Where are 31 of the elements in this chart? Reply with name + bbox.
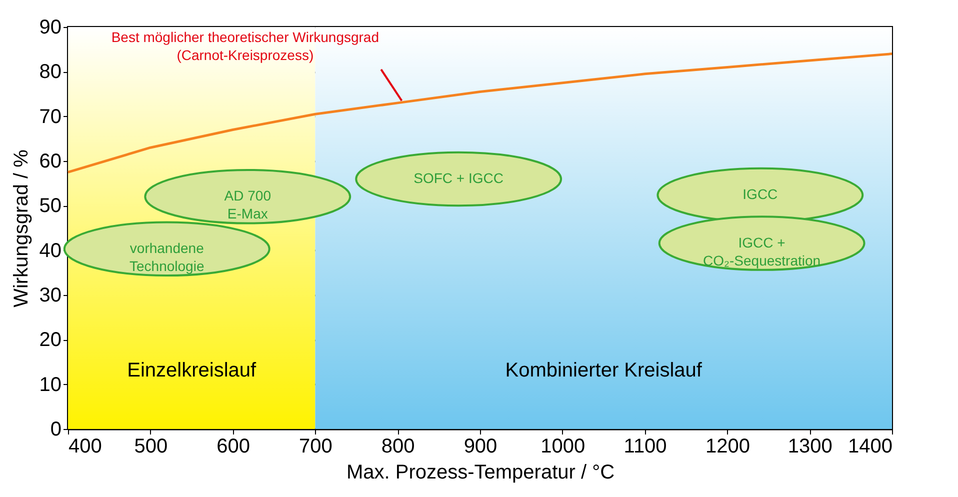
annotation: IGCC + CO₂-Sequestration bbox=[703, 234, 821, 268]
y-tick-label: 50 bbox=[39, 195, 62, 218]
x-tick-label: 1100 bbox=[624, 436, 667, 458]
band-label: Kombinierter Kreislauf bbox=[505, 360, 702, 382]
y-tick-label: 60 bbox=[39, 150, 62, 172]
x-tick-label: 700 bbox=[299, 436, 332, 458]
annotation: IGCC bbox=[742, 186, 778, 202]
y-tick-label: 0 bbox=[50, 418, 62, 440]
y-tick-label: 10 bbox=[39, 374, 62, 396]
y-axis-title: Wirkungsgrad / % bbox=[10, 149, 32, 308]
band-label: Einzelkreislauf bbox=[127, 360, 257, 382]
x-tick-label: 1200 bbox=[705, 436, 750, 458]
x-tick-label: 800 bbox=[381, 436, 415, 458]
y-tick-label: 30 bbox=[39, 284, 62, 306]
y-tick-label: 70 bbox=[39, 106, 62, 128]
y-tick-label: 20 bbox=[39, 329, 62, 352]
x-tick-label: 900 bbox=[464, 436, 498, 458]
x-tick-label: 1000 bbox=[540, 436, 586, 458]
annotation: AD 700 E-Max bbox=[224, 188, 272, 222]
x-tick-label: 1400 bbox=[848, 436, 892, 458]
x-tick-label: 1300 bbox=[788, 436, 832, 458]
annotation: vorhandene Technologie bbox=[130, 240, 204, 274]
y-tick-label: 80 bbox=[39, 61, 62, 84]
x-tick-label: 400 bbox=[68, 436, 102, 458]
x-tick-label: 500 bbox=[134, 436, 168, 458]
x-axis-title: Max. Prozess-Temperatur / °C bbox=[346, 462, 615, 484]
annotation: SOFC + IGCC bbox=[414, 170, 504, 186]
annotation: Best möglicher theoretischer Wirkungsgrad (Carnot-Kreisprozess) bbox=[111, 29, 379, 64]
y-tick-label: 40 bbox=[39, 240, 62, 262]
x-tick-label: 600 bbox=[216, 436, 250, 458]
y-tick-label: 90 bbox=[39, 16, 62, 38]
